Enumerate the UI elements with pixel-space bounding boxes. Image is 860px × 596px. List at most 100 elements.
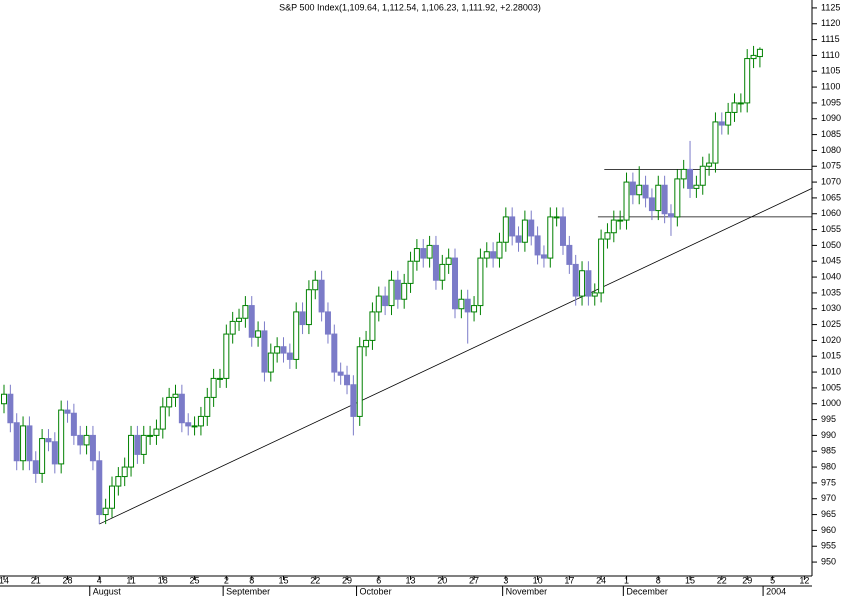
candle-body bbox=[553, 216, 560, 219]
candle-body bbox=[134, 434, 141, 455]
x-tick-label: 29 bbox=[342, 575, 352, 585]
x-tick-label: 5 bbox=[770, 575, 775, 585]
candle-body bbox=[305, 289, 312, 326]
candle-body bbox=[604, 232, 611, 240]
candle-body bbox=[547, 216, 554, 259]
candle-body bbox=[318, 279, 325, 313]
candle-body bbox=[236, 317, 243, 322]
x-tick-label: 15 bbox=[685, 575, 695, 585]
y-tick-label: 955 bbox=[821, 541, 836, 551]
candle-body bbox=[58, 409, 65, 465]
chart-title: S&P 500 Index(1,109.64, 1,112.54, 1,106.… bbox=[279, 2, 541, 12]
candle-body bbox=[32, 460, 39, 474]
y-tick-label: 1065 bbox=[821, 192, 841, 202]
candle-body bbox=[96, 460, 103, 516]
y-tick-label: 1055 bbox=[821, 224, 841, 234]
candle-body bbox=[483, 251, 490, 259]
candle-body bbox=[356, 346, 363, 417]
candle-body bbox=[39, 438, 46, 474]
candle-body bbox=[490, 251, 497, 259]
candle-body bbox=[718, 121, 725, 126]
candle-body bbox=[464, 298, 471, 313]
y-tick-label: 1075 bbox=[821, 161, 841, 171]
month-label: October bbox=[360, 586, 392, 596]
x-tick-label: 6 bbox=[376, 575, 381, 585]
candle-body bbox=[108, 485, 115, 509]
x-tick-label: 18 bbox=[158, 575, 168, 585]
candle-body bbox=[242, 305, 249, 319]
candle-body bbox=[255, 330, 262, 338]
x-tick-label: 25 bbox=[190, 575, 200, 585]
candle-body bbox=[115, 476, 122, 487]
x-tick-label: 22 bbox=[310, 575, 320, 585]
candle-body bbox=[731, 102, 738, 113]
candle-body bbox=[147, 434, 154, 437]
candle-body bbox=[102, 507, 109, 516]
candle-body bbox=[623, 181, 630, 221]
y-tick-label: 1120 bbox=[821, 18, 840, 28]
candle-body bbox=[452, 257, 459, 310]
candle-body bbox=[350, 384, 357, 417]
candle-body bbox=[337, 371, 344, 376]
candle-body bbox=[750, 54, 757, 60]
y-tick-label: 1030 bbox=[821, 303, 841, 313]
candle-body bbox=[534, 235, 541, 256]
candle-body bbox=[223, 333, 230, 379]
y-tick-label: 1045 bbox=[821, 256, 841, 266]
month-label: September bbox=[226, 586, 270, 596]
y-tick-label: 1060 bbox=[821, 208, 841, 218]
candle-body bbox=[725, 111, 732, 126]
candle-body bbox=[439, 263, 446, 281]
x-tick-label: 21 bbox=[31, 575, 41, 585]
candle-body bbox=[598, 238, 605, 294]
x-tick-label: 29 bbox=[742, 575, 752, 585]
candle-body bbox=[312, 279, 319, 291]
x-tick-label: 1 bbox=[624, 575, 629, 585]
candle-body bbox=[166, 396, 173, 408]
candle-body bbox=[248, 305, 255, 338]
candle-body bbox=[204, 396, 211, 417]
candle-body bbox=[191, 425, 198, 428]
candle-body bbox=[687, 168, 694, 189]
candle-body bbox=[648, 197, 655, 212]
candle-body bbox=[229, 320, 236, 335]
candle-body bbox=[426, 244, 433, 259]
candle-body bbox=[7, 393, 14, 424]
candle-body bbox=[636, 184, 643, 196]
candle-body bbox=[407, 260, 414, 284]
candle-body bbox=[121, 466, 128, 478]
candle-body bbox=[13, 422, 20, 462]
month-label: August bbox=[93, 586, 122, 596]
y-tick-label: 1005 bbox=[821, 382, 841, 392]
candle-body bbox=[579, 270, 586, 297]
candle-body bbox=[617, 219, 624, 222]
y-tick-label: 950 bbox=[821, 556, 836, 566]
y-tick-label: 970 bbox=[821, 493, 836, 503]
candle-body bbox=[45, 438, 52, 443]
trend-line bbox=[99, 188, 813, 525]
candle-body bbox=[185, 422, 192, 427]
candle-body bbox=[559, 216, 566, 246]
candle-body bbox=[591, 292, 598, 297]
candle-body bbox=[394, 279, 401, 300]
candle-body bbox=[496, 241, 503, 259]
candle-body bbox=[737, 102, 744, 105]
candle-body bbox=[363, 339, 370, 348]
candle-body bbox=[420, 248, 427, 259]
candle-body bbox=[20, 425, 27, 462]
candle-body bbox=[369, 311, 376, 341]
y-tick-label: 1035 bbox=[821, 287, 841, 297]
candle-body bbox=[89, 434, 96, 462]
candle-body bbox=[26, 425, 33, 462]
candle-body bbox=[172, 393, 179, 398]
y-tick-label: 1080 bbox=[821, 145, 841, 155]
y-tick-label: 960 bbox=[821, 525, 836, 535]
x-tick-label: 27 bbox=[469, 575, 479, 585]
candle-body bbox=[159, 406, 166, 430]
candle-body bbox=[661, 184, 668, 215]
candle-body bbox=[667, 213, 674, 218]
y-tick-label: 1010 bbox=[821, 366, 841, 376]
candle-body bbox=[712, 121, 719, 164]
x-tick-label: 22 bbox=[717, 575, 727, 585]
